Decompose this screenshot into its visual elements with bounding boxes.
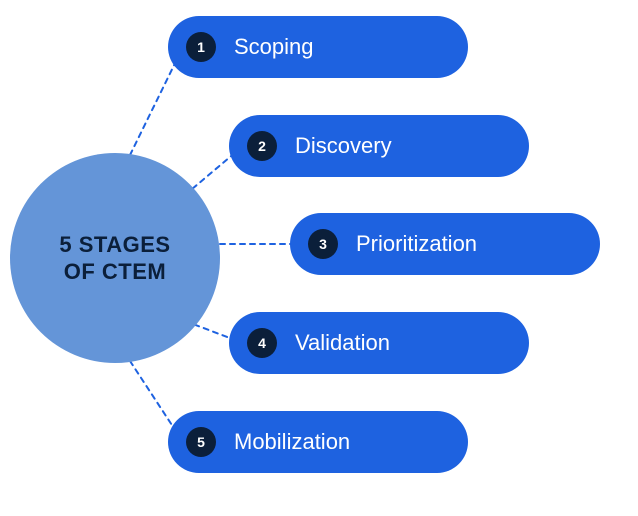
stage-number-5: 5	[186, 427, 216, 457]
stage-pill-5: 5 Mobilization	[168, 411, 468, 473]
stage-pill-2: 2 Discovery	[229, 115, 529, 177]
stage-number-4: 4	[247, 328, 277, 358]
stage-number-3: 3	[308, 229, 338, 259]
stage-pill-3: 3 Prioritization	[290, 213, 600, 275]
center-title-line2: OF CTEM	[64, 259, 167, 284]
stage-label-2: Discovery	[295, 133, 392, 159]
stage-pill-1: 1 Scoping	[168, 16, 468, 78]
stage-number-1: 1	[186, 32, 216, 62]
stage-label-4: Validation	[295, 330, 390, 356]
stage-label-3: Prioritization	[356, 231, 477, 257]
stage-number-2: 2	[247, 131, 277, 161]
center-title: 5 STAGES OF CTEM	[59, 231, 170, 286]
center-circle: 5 STAGES OF CTEM	[10, 153, 220, 363]
ctem-stages-diagram: { "canvas": { "width": 638, "height": 51…	[0, 0, 638, 516]
center-title-line1: 5 STAGES	[59, 232, 170, 257]
stage-label-1: Scoping	[234, 34, 314, 60]
stage-label-5: Mobilization	[234, 429, 350, 455]
stage-pill-4: 4 Validation	[229, 312, 529, 374]
